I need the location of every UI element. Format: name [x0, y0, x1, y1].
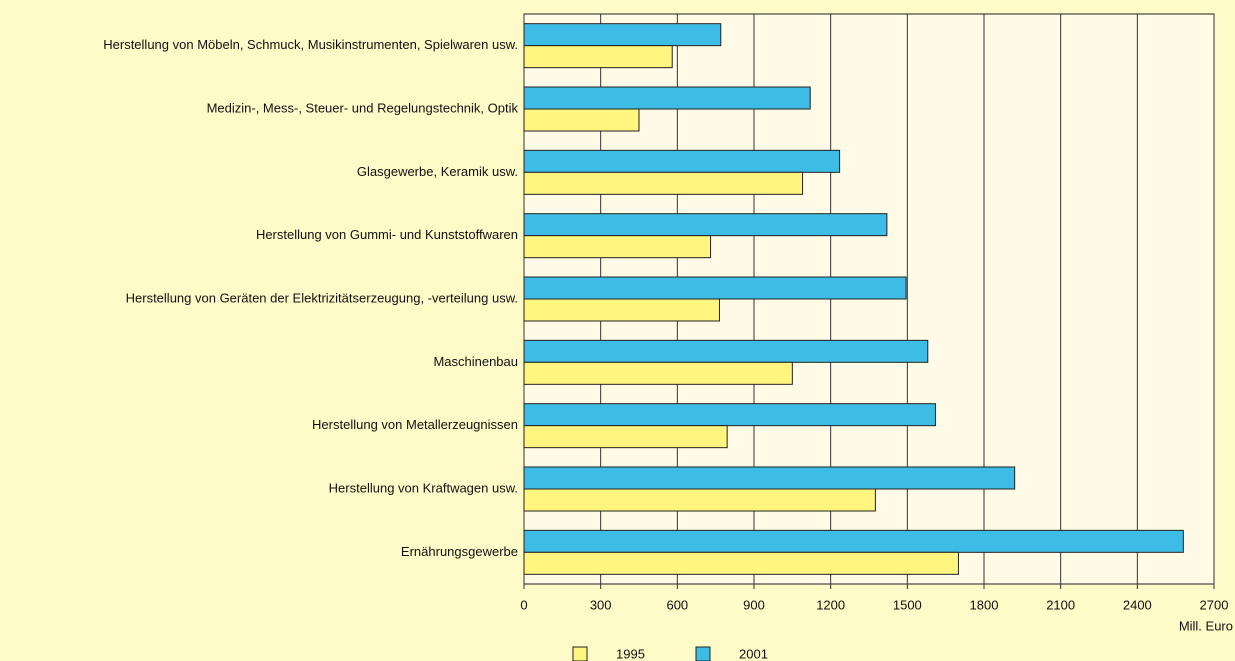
bar [523, 466, 1016, 490]
bar [523, 45, 673, 69]
legend-label: 2001 [739, 646, 768, 661]
bar [523, 488, 876, 512]
bar [523, 403, 936, 427]
x-tick-label: 2100 [1046, 597, 1075, 612]
y-tick-label: Herstellung von Gummi- und Kunststoffwar… [256, 227, 518, 242]
legend-swatch [695, 646, 711, 661]
bar [523, 339, 929, 363]
y-tick-label: Herstellung von Metallerzeugnissen [312, 417, 518, 432]
x-tick-label: 1500 [893, 597, 922, 612]
y-tick-label: Ernährungsgewerbe [401, 544, 518, 559]
y-tick-label: Herstellung von Möbeln, Schmuck, Musikin… [103, 37, 518, 52]
x-tick-label: 1800 [970, 597, 999, 612]
y-tick-label: Glasgewerbe, Keramik usw. [357, 164, 518, 179]
bar [523, 86, 811, 110]
x-tick-label: 2700 [1200, 597, 1229, 612]
bar [523, 171, 804, 195]
x-tick-label: 900 [743, 597, 765, 612]
legend-swatch [572, 646, 588, 661]
bar [523, 425, 728, 449]
bar [523, 149, 841, 173]
bar [523, 361, 793, 385]
y-tick-label: Maschinenbau [433, 354, 518, 369]
bar [523, 235, 712, 259]
x-tick-label: 2400 [1123, 597, 1152, 612]
x-tick-label: 0 [520, 597, 527, 612]
y-tick-label: Herstellung von Geräten der Elektrizität… [126, 290, 518, 305]
bar [523, 298, 720, 322]
bar [523, 108, 640, 132]
y-tick-label: Herstellung von Kraftwagen usw. [329, 480, 518, 495]
bar [523, 213, 888, 237]
bar [523, 551, 959, 575]
x-tick-label: 300 [590, 597, 612, 612]
x-tick-label: 600 [666, 597, 688, 612]
bar [523, 276, 907, 300]
bar [523, 529, 1184, 553]
legend-label: 1995 [616, 646, 645, 661]
y-tick-label: Medizin-, Mess-, Steuer- und Regelungste… [207, 100, 519, 115]
x-axis-label: Mill. Euro [1179, 618, 1233, 633]
x-tick-label: 1200 [816, 597, 845, 612]
bar [523, 23, 722, 47]
